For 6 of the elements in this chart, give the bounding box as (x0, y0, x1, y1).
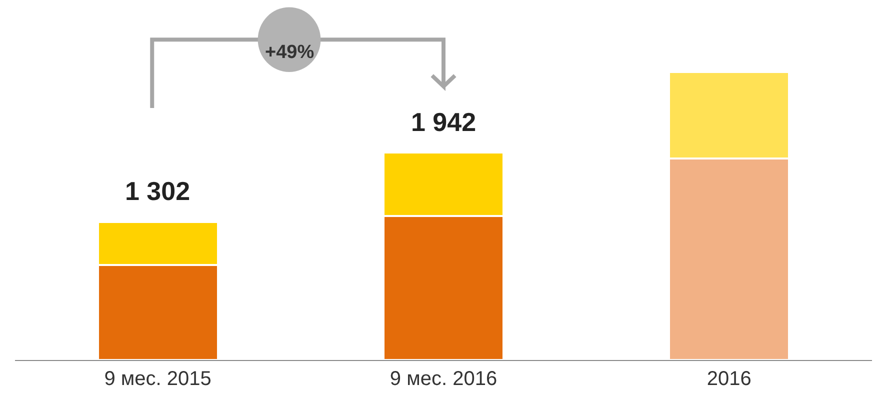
text: +49% (265, 42, 314, 63)
x-tick-label: 9 мес. 2016 (390, 368, 498, 390)
annotation: 1 302 (125, 176, 190, 206)
x-tick-label: 9 мес. 2015 (104, 368, 212, 390)
annotation: 1 942 (411, 107, 476, 137)
x-tick-label: 2016 (706, 368, 752, 390)
